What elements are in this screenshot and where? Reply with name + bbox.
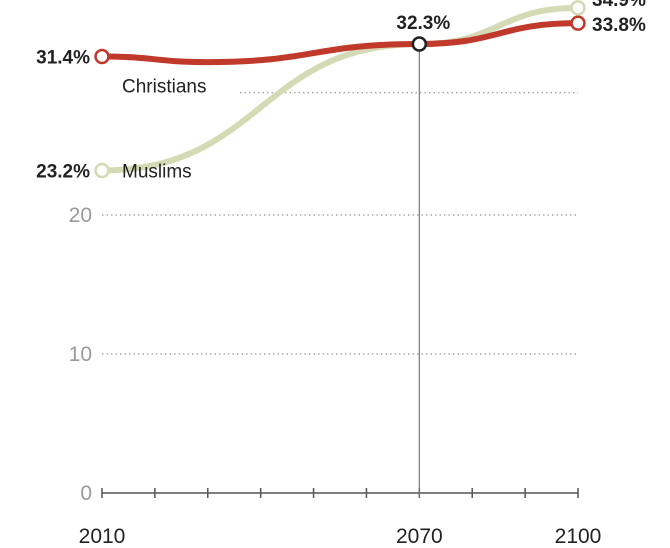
grid-lines: 0 10 20 [69, 91, 578, 505]
series-line-muslims [99, 4, 581, 174]
y-tick-label-0: 0 [80, 482, 92, 505]
x-axis: 2010 2070 2100 [79, 44, 602, 548]
x-tick-label-2100: 2100 [555, 525, 602, 548]
point-muslims-2010 [94, 162, 110, 179]
point-muslims-2100 [570, 0, 586, 16]
x-tick-label-2010: 2010 [79, 525, 126, 548]
series-lines [94, 0, 586, 179]
point-crossover-2070 [411, 36, 428, 52]
series-label-christians: Christians [122, 77, 206, 98]
value-label-muslims-2100: 34.9% [592, 0, 646, 11]
value-label-crossover-2070: 32.3% [396, 13, 450, 34]
y-tick-label-20: 20 [69, 204, 92, 227]
point-christians-2010 [94, 48, 110, 65]
series-label-muslims: Muslims [122, 162, 192, 183]
x-tick-label-2070: 2070 [396, 525, 443, 548]
value-label-christians-2010: 31.4% [36, 48, 90, 69]
y-tick-label-10: 10 [69, 343, 92, 366]
series-line-christians [99, 20, 581, 66]
point-christians-2100 [570, 15, 586, 31]
data-labels: 31.4% 33.8% 23.2% 34.9% 32.3% Christians Musli… [36, 0, 646, 183]
value-label-muslims-2010: 23.2% [36, 162, 90, 183]
value-label-christians-2100: 33.8% [592, 15, 646, 36]
